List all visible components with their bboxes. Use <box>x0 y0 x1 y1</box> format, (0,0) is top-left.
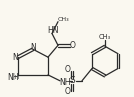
Text: S: S <box>69 76 75 85</box>
Text: HN: HN <box>47 26 59 35</box>
Text: N: N <box>30 43 36 52</box>
Text: CH₃: CH₃ <box>57 17 69 22</box>
Text: O: O <box>70 41 76 50</box>
Text: N: N <box>12 53 18 62</box>
Text: O: O <box>65 65 71 74</box>
Text: NH: NH <box>59 78 71 87</box>
Text: NH: NH <box>7 73 19 82</box>
Text: CH₃: CH₃ <box>99 34 111 40</box>
Text: H: H <box>15 75 19 80</box>
Text: O: O <box>65 87 71 96</box>
